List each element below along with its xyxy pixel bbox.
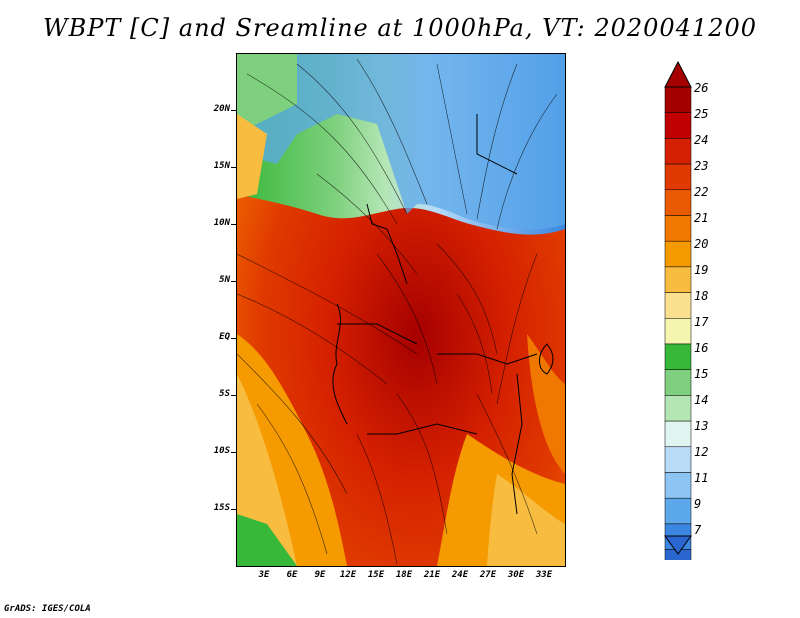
triangle-down-icon <box>664 535 692 555</box>
y-tick-mark <box>231 338 236 339</box>
colorbar-label: 15 <box>694 367 709 381</box>
y-tick-mark <box>231 452 236 453</box>
footer-credit: GrADS: IGES/COLA <box>4 604 91 614</box>
y-tick-mark <box>231 110 236 111</box>
y-tick-label: 15S <box>213 503 230 513</box>
x-tick-label: 12E <box>339 570 357 580</box>
colorbar-segment <box>664 497 692 525</box>
colorbar-segment <box>664 266 692 293</box>
colorbar-label: 9 <box>694 497 702 511</box>
colorbar-label: 12 <box>694 445 709 459</box>
colorbar-segment <box>664 446 692 473</box>
x-tick-label: 33E <box>535 570 553 580</box>
colorbar-segment <box>664 138 692 165</box>
y-tick-mark <box>231 509 236 510</box>
map-panel <box>236 53 566 567</box>
colorbar-label: 21 <box>694 211 709 225</box>
colorbar-label: 11 <box>694 471 709 485</box>
colorbar-label: 20 <box>694 237 709 251</box>
colorbar-segment <box>664 395 692 422</box>
colorbar-label: 16 <box>694 341 709 355</box>
colorbar-label: 19 <box>694 263 709 277</box>
x-tick-label: 24E <box>451 570 469 580</box>
colorbar-segment <box>664 343 692 370</box>
triangle-up-icon <box>664 60 692 88</box>
wbpt-field <box>237 54 565 566</box>
colorbar-segment <box>664 112 692 139</box>
y-tick-mark <box>231 167 236 168</box>
y-tick-mark <box>231 395 236 396</box>
y-tick-label: 5S <box>219 389 230 399</box>
colorbar-label: 24 <box>694 133 709 147</box>
x-tick-label: 9E <box>314 570 326 580</box>
colorbar-label: 18 <box>694 289 709 303</box>
colorbar-segment <box>664 292 692 319</box>
colorbar-segment <box>664 318 692 345</box>
y-tick-label: 10N <box>213 218 230 228</box>
x-tick-label: 6E <box>286 570 298 580</box>
x-tick-label: 30E <box>507 570 525 580</box>
colorbar-label: 22 <box>694 185 709 199</box>
y-tick-label: EQ <box>219 332 230 342</box>
page-title: WBPT [C] and Sreamline at 1000hPa, VT: 2… <box>42 14 758 42</box>
colorbar-segment <box>664 472 692 499</box>
x-tick-label: 21E <box>423 570 441 580</box>
colorbar-label: 25 <box>694 107 709 121</box>
colorbar-label: 13 <box>694 419 709 433</box>
colorbar-segment <box>664 163 692 191</box>
colorbar-segment <box>664 215 692 242</box>
x-tick-label: 18E <box>395 570 413 580</box>
x-tick-label: 27E <box>479 570 497 580</box>
colorbar-label: 7 <box>694 523 702 537</box>
y-tick-mark <box>231 281 236 282</box>
x-tick-label: 15E <box>367 570 385 580</box>
colorbar-segment <box>664 369 692 396</box>
colorbar-segment <box>664 420 692 448</box>
colorbar-label: 14 <box>694 393 709 407</box>
colorbar-label: 17 <box>694 315 709 329</box>
x-tick-label: 3E <box>258 570 270 580</box>
colorbar-segment <box>664 189 692 216</box>
colorbar-label: 23 <box>694 159 709 173</box>
colorbar-segment <box>664 86 692 113</box>
y-tick-label: 5N <box>219 275 230 285</box>
colorbar <box>664 60 692 560</box>
colorbar-label: 26 <box>694 81 709 95</box>
y-tick-mark <box>231 224 236 225</box>
y-tick-label: 15N <box>213 161 230 171</box>
colorbar-segment <box>664 240 692 268</box>
y-tick-label: 10S <box>213 446 230 456</box>
y-tick-label: 20N <box>213 104 230 114</box>
